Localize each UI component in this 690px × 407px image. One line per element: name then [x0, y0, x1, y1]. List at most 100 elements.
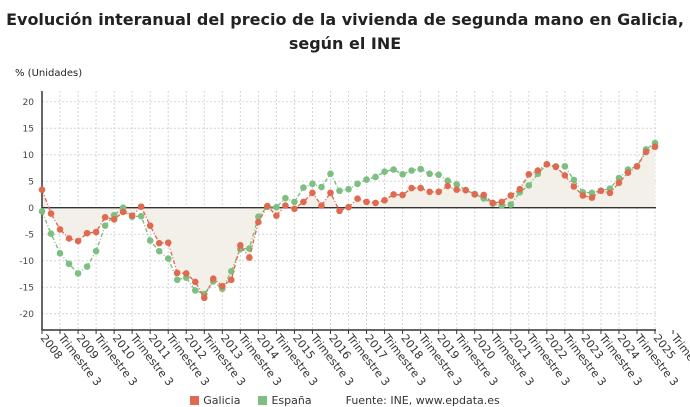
data-point-espana: [164, 255, 172, 262]
data-point-galicia: [597, 187, 605, 195]
data-point-galicia: [300, 198, 307, 206]
data-point-espana: [318, 183, 325, 191]
data-point-galicia: [146, 222, 154, 230]
data-point-galicia: [489, 199, 497, 207]
y-tick-label: 15: [23, 125, 34, 135]
data-point-espana: [399, 171, 406, 178]
legend-item-galicia[interactable]: Galicia: [190, 394, 240, 407]
data-point-galicia: [74, 237, 82, 245]
data-point-galicia: [480, 191, 488, 199]
data-point-galicia: [561, 172, 569, 179]
data-point-espana: [191, 287, 199, 294]
data-point-galicia: [264, 202, 271, 210]
data-point-galicia: [579, 192, 587, 199]
data-point-galicia: [83, 229, 91, 237]
data-point-galicia: [516, 185, 524, 193]
data-point-galicia: [534, 167, 542, 174]
data-point-galicia: [444, 182, 451, 190]
data-point-espana: [83, 263, 91, 270]
data-point-galicia: [381, 196, 388, 204]
legend-item-espana[interactable]: España: [258, 394, 312, 407]
data-point-galicia: [588, 194, 596, 201]
data-point-espana: [363, 176, 370, 183]
data-point-galicia: [110, 216, 118, 223]
data-point-espana: [588, 189, 596, 197]
data-point-galicia: [309, 189, 316, 197]
data-point-galicia: [552, 163, 560, 171]
data-point-galicia: [182, 270, 190, 277]
data-point-galicia: [128, 212, 136, 219]
data-point-espana: [47, 230, 55, 237]
data-point-galicia: [390, 191, 397, 198]
data-point-espana: [56, 249, 64, 257]
data-point-galicia: [471, 191, 479, 198]
data-point-espana: [137, 212, 145, 220]
data-point-galicia: [137, 203, 145, 210]
data-point-galicia: [498, 198, 506, 206]
legend-label: España: [271, 394, 312, 407]
data-point-galicia: [336, 207, 343, 215]
data-point-galicia: [65, 235, 73, 242]
data-point-espana: [155, 247, 163, 255]
data-point-espana: [354, 180, 361, 188]
legend: Galicia España Fuente: INE, www.epdata.e…: [0, 394, 690, 407]
data-point-galicia: [570, 183, 578, 190]
data-point-espana: [291, 198, 298, 206]
data-point-galicia: [47, 210, 55, 217]
data-point-galicia: [228, 276, 235, 284]
data-point-espana: [372, 173, 379, 181]
data-point-espana: [228, 268, 235, 275]
data-point-galicia: [363, 198, 370, 206]
data-point-espana: [453, 181, 460, 188]
data-point-galicia: [255, 218, 262, 226]
y-tick-label: -10: [19, 257, 34, 267]
legend-label: Galicia: [203, 394, 241, 407]
data-point-galicia: [615, 179, 623, 187]
data-point-espana: [74, 270, 82, 277]
data-point-galicia: [200, 294, 208, 302]
data-point-galicia: [119, 208, 127, 216]
data-point-galicia: [354, 195, 361, 202]
data-point-galicia: [345, 203, 352, 211]
data-point-galicia: [633, 163, 641, 170]
y-tick-label: 10: [23, 151, 35, 161]
data-point-galicia: [173, 269, 181, 277]
data-point-galicia: [237, 242, 244, 249]
data-point-espana: [615, 174, 623, 182]
data-point-espana: [408, 167, 415, 174]
data-point-galicia: [282, 202, 289, 209]
data-point-espana: [444, 177, 451, 184]
data-point-galicia: [101, 213, 109, 221]
data-point-galicia: [642, 148, 650, 156]
data-point-espana: [273, 203, 280, 211]
espana-swatch: [258, 396, 268, 405]
data-point-galicia: [651, 143, 659, 151]
data-point-galicia: [273, 212, 280, 219]
data-point-espana: [345, 185, 352, 193]
data-point-galicia: [372, 199, 379, 207]
data-point-espana: [101, 222, 109, 230]
data-point-espana: [309, 180, 316, 188]
data-point-galicia: [155, 239, 163, 247]
data-point-espana: [336, 187, 343, 195]
data-point-galicia: [399, 191, 406, 199]
y-tick-label: 20: [23, 98, 35, 108]
y-tick-label: -5: [25, 231, 34, 241]
y-tick-label: 5: [28, 178, 34, 188]
data-point-galicia: [453, 186, 460, 193]
data-point-espana: [435, 171, 442, 179]
galicia-swatch: [190, 396, 200, 405]
data-point-galicia: [624, 169, 632, 177]
data-point-galicia: [56, 226, 64, 233]
data-point-galicia: [191, 278, 199, 286]
data-point-galicia: [435, 188, 442, 196]
data-point-galicia: [38, 186, 46, 193]
data-point-espana: [92, 247, 100, 255]
data-point-espana: [38, 208, 46, 215]
data-point-galicia: [318, 202, 325, 209]
data-point-espana: [173, 276, 181, 284]
data-point-galicia: [417, 184, 424, 192]
data-point-espana: [282, 194, 289, 202]
chart-title: Evolución interanual del precio de la vi…: [6, 10, 684, 53]
